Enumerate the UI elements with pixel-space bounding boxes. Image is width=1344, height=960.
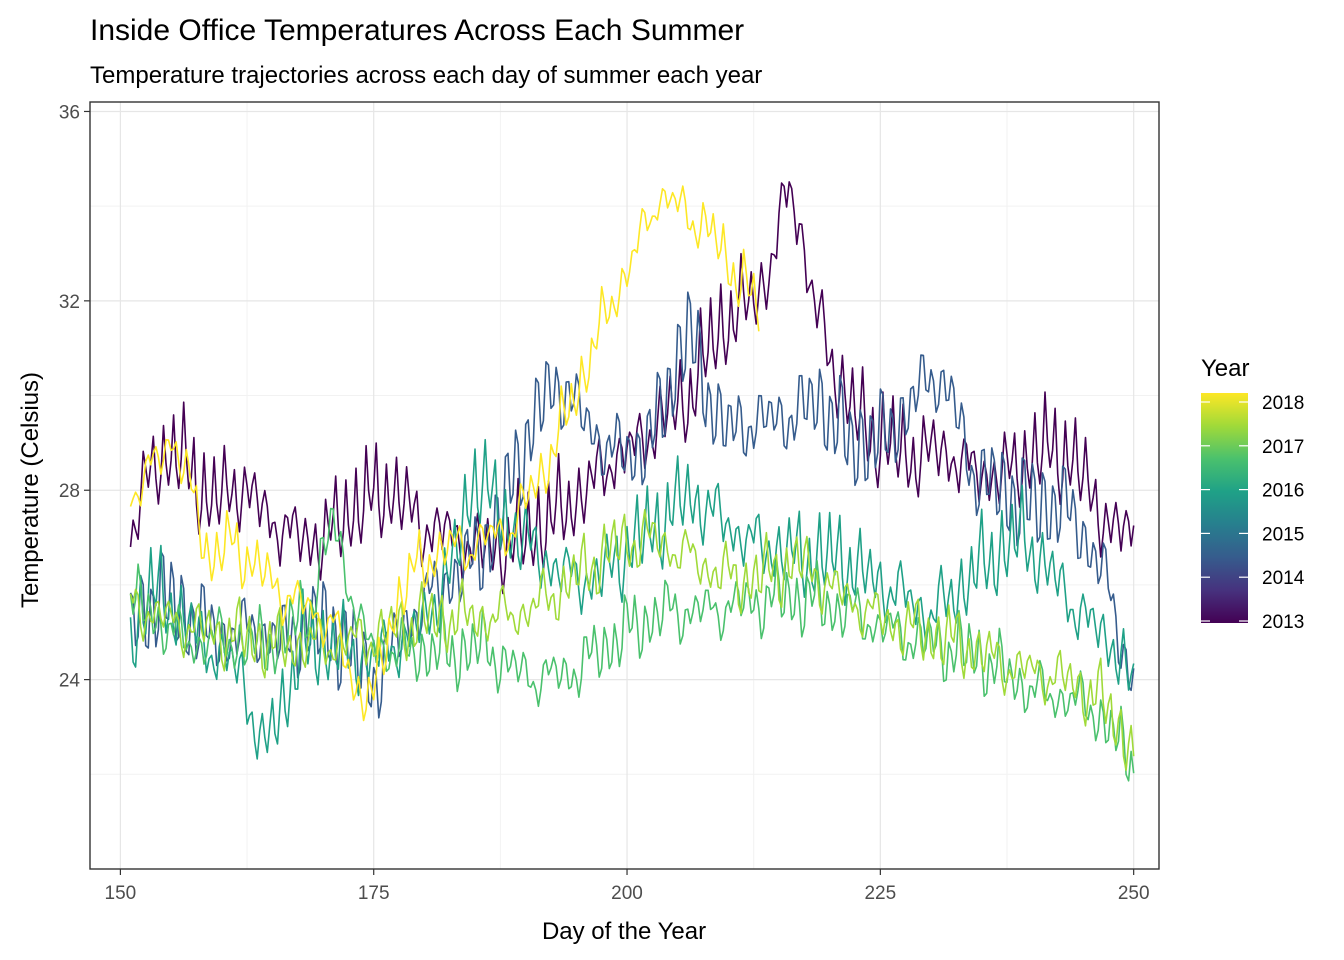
x-tick-label: 225 (864, 883, 896, 904)
legend: Year 2018 2017 2016 2015 2014 2013 (1201, 355, 1305, 633)
legend-label: 2018 (1262, 393, 1304, 414)
series-line-2018 (129, 185, 760, 722)
y-axis-title: Temperature (Celsius) (17, 372, 44, 608)
plot-panel (90, 102, 1159, 869)
x-tick-label: 175 (358, 883, 390, 904)
legend-label: 2016 (1262, 481, 1304, 502)
y-tick-label: 32 (59, 292, 80, 313)
legend-title: Year (1201, 355, 1250, 382)
series-line-2015 (129, 438, 1135, 760)
y-tick-label: 28 (59, 481, 80, 502)
x-tick-label: 250 (1118, 883, 1150, 904)
x-tick-label: 150 (105, 883, 137, 904)
chart-subtitle: Temperature trajectories across each day… (90, 62, 762, 89)
series-line-2017 (129, 508, 1135, 771)
x-tick-label: 200 (611, 883, 643, 904)
series-line-2013 (129, 181, 1135, 595)
legend-label: 2015 (1262, 524, 1304, 545)
gridlines (90, 102, 1159, 869)
series-lines (129, 181, 1135, 782)
y-tick-label: 36 (59, 102, 80, 123)
x-axis-title: Day of the Year (542, 918, 706, 945)
legend-label: 2014 (1262, 568, 1305, 589)
series-line-2016 (129, 507, 1135, 782)
legend-label: 2013 (1262, 612, 1304, 633)
legend-colorbar (1201, 393, 1248, 623)
legend-label: 2017 (1262, 437, 1304, 458)
plot-border (89, 101, 1160, 870)
y-tick-label: 24 (59, 671, 81, 692)
legend-ticks: 2018 2017 2016 2015 2014 2013 (1201, 393, 1305, 633)
chart-title: Inside Office Temperatures Across Each S… (90, 14, 744, 47)
axis-ticks: 150 175 200 225 250 24 28 32 36 (59, 102, 1150, 904)
